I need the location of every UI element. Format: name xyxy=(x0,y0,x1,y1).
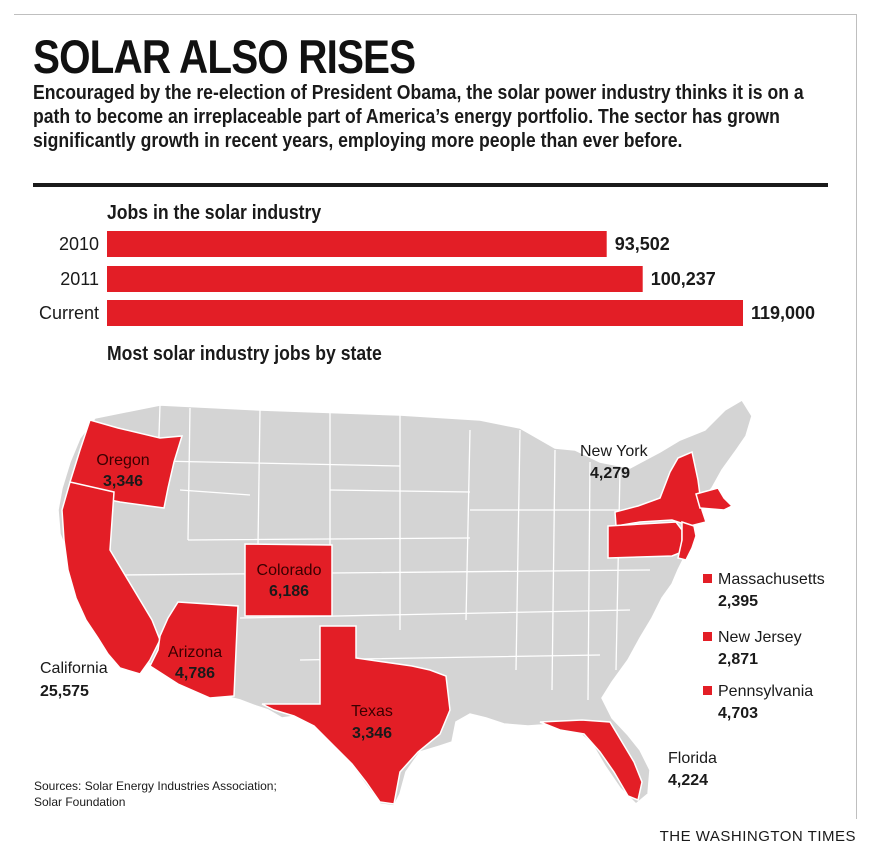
legend-marker-new-jersey xyxy=(703,632,712,641)
label-texas-value: 3,346 xyxy=(352,725,392,742)
label-florida-name: Florida xyxy=(668,750,717,767)
label-pennsylvania-name: Pennsylvania xyxy=(718,683,813,700)
state-new-jersey xyxy=(677,520,697,561)
state-labels: Oregon 3,346 California 25,575 Colorado … xyxy=(40,443,825,789)
label-massachusetts-value: 2,395 xyxy=(718,593,758,610)
label-florida-value: 4,224 xyxy=(668,772,708,789)
label-california-value: 25,575 xyxy=(40,683,89,700)
publisher-credit: THE WASHINGTON TIMES xyxy=(659,828,856,845)
graphic-frame xyxy=(14,14,857,819)
sources-note: Sources: Solar Energy Industries Associa… xyxy=(34,779,277,809)
label-new-york-name: New York xyxy=(580,443,649,460)
state-california xyxy=(61,481,161,675)
intro-text: Encouraged by the re-election of Preside… xyxy=(33,82,804,152)
label-massachusetts-name: Massachusetts xyxy=(718,571,825,588)
state-arizona xyxy=(149,601,239,699)
headline: SOLAR ALSO RISES xyxy=(33,30,416,83)
state-massachusetts xyxy=(695,487,734,511)
label-new-jersey-name: New Jersey xyxy=(718,629,802,646)
label-oregon-value: 3,346 xyxy=(103,473,143,490)
label-arizona-name: Arizona xyxy=(168,644,222,661)
label-texas-name: Texas xyxy=(351,703,393,720)
bar-chart-title: Jobs in the solar industry xyxy=(107,202,322,224)
label-new-jersey-value: 2,871 xyxy=(718,651,758,668)
label-arizona-value: 4,786 xyxy=(175,665,215,682)
label-california-name: California xyxy=(40,660,108,677)
state-borders xyxy=(109,404,651,701)
label-oregon-name: Oregon xyxy=(96,452,149,469)
legend-marker-pennsylvania xyxy=(703,686,712,695)
label-colorado-value: 6,186 xyxy=(269,583,309,600)
divider-rule xyxy=(33,183,828,187)
legend-marker-massachusetts xyxy=(703,574,712,583)
state-florida xyxy=(539,719,643,802)
us-map: Oregon 3,346 California 25,575 Colorado … xyxy=(40,398,825,807)
label-colorado-name: Colorado xyxy=(257,562,322,579)
label-pennsylvania-value: 4,703 xyxy=(718,705,758,722)
map-title: Most solar industry jobs by state xyxy=(107,343,382,365)
label-new-york-value: 4,279 xyxy=(590,465,630,482)
state-oregon xyxy=(69,419,184,509)
state-texas xyxy=(261,625,451,805)
state-colorado xyxy=(244,543,333,617)
state-pennsylvania xyxy=(607,521,683,559)
